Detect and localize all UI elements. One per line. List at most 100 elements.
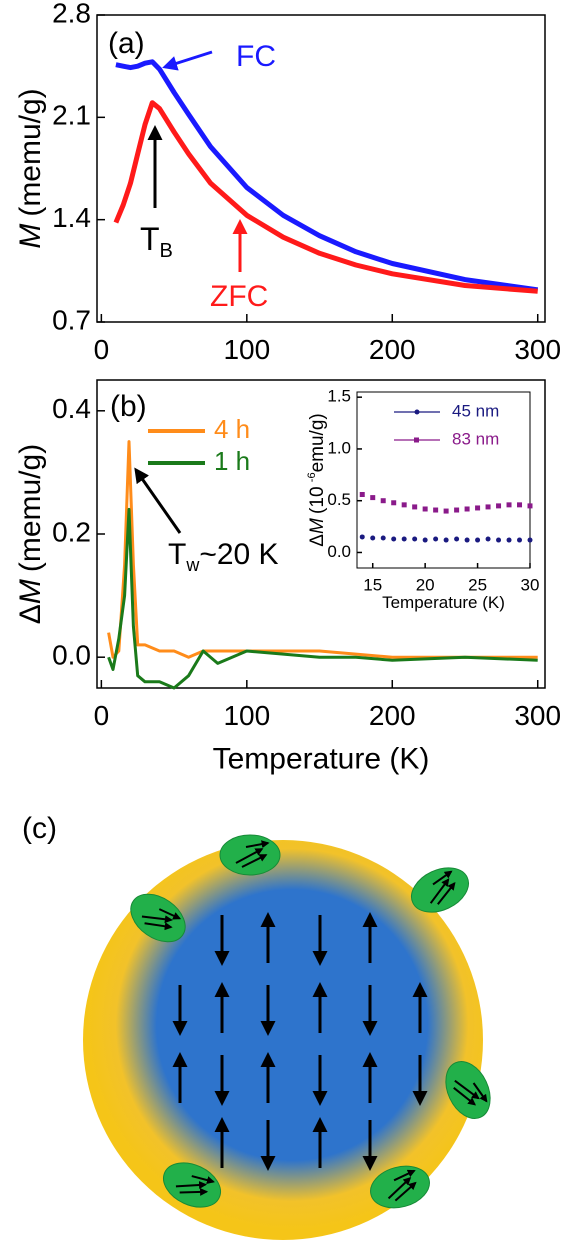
data-point xyxy=(422,537,428,543)
data-point xyxy=(496,537,502,543)
y-label-part: (memu/g) xyxy=(14,444,47,572)
data-point xyxy=(527,503,533,509)
data-point xyxy=(422,506,428,512)
surface-spin xyxy=(191,1175,215,1184)
legend-marker xyxy=(414,409,420,415)
surface-spin xyxy=(141,915,173,924)
x-tick-label: 30 xyxy=(521,575,540,594)
plot-frame xyxy=(96,14,546,323)
surface-spin-cluster xyxy=(445,1061,491,1119)
panel-label: (c) xyxy=(22,812,57,845)
y-tick-label: 2.8 xyxy=(52,0,91,28)
x-tick-label: 200 xyxy=(369,334,416,365)
data-point xyxy=(412,504,418,510)
y-tick-label: 0.2 xyxy=(52,516,91,547)
legend-marker xyxy=(414,437,419,443)
data-point xyxy=(485,536,491,542)
annotation: Tw~20 K xyxy=(168,538,279,575)
surface-spin xyxy=(432,870,453,886)
data-line xyxy=(107,440,538,659)
surface-spin xyxy=(158,908,182,920)
annotation-sub: w xyxy=(185,555,200,575)
surface-spin-cluster xyxy=(130,893,186,943)
surface-spin xyxy=(144,922,173,931)
x-tick-label: 300 xyxy=(514,334,561,365)
data-point xyxy=(454,536,460,542)
y-axis-label: M (memu/g) xyxy=(14,88,47,248)
surface-spin xyxy=(453,1087,477,1106)
surface-spin-cluster xyxy=(163,1162,221,1208)
y-axis-label: ΔM (10 -6emu/g) xyxy=(306,413,328,546)
x-tick-label: 15 xyxy=(363,575,382,594)
annotation-part: ~20 K xyxy=(199,538,278,571)
y-tick-label: 0.5 xyxy=(327,490,351,509)
arrow xyxy=(162,50,213,71)
surface-spin xyxy=(472,1082,488,1103)
surface-spin xyxy=(394,1181,417,1202)
x-tick-label: 300 xyxy=(514,700,561,731)
x-tick-label: 100 xyxy=(223,700,270,731)
data-point xyxy=(464,537,470,543)
y-tick-label: 2.1 xyxy=(52,100,91,131)
data-point xyxy=(370,535,376,541)
data-point xyxy=(433,507,439,513)
x-axis-label: Temperature (K) xyxy=(382,593,505,612)
surface-spin-cluster xyxy=(219,834,281,876)
data-point xyxy=(506,502,512,508)
y-label-part: emu/g) xyxy=(307,413,328,472)
annotation-part: T xyxy=(140,221,160,257)
data-point xyxy=(359,534,365,540)
legend-label: 83 nm xyxy=(452,429,499,448)
y-tick-label: 1.4 xyxy=(52,202,91,233)
data-point xyxy=(391,536,397,542)
y-label-part: M xyxy=(307,518,328,534)
x-tick-label: 20 xyxy=(416,575,435,594)
y-label-part: M xyxy=(14,224,47,249)
x-axis-label: Temperature (K) xyxy=(213,743,430,776)
legend-label: 4 h xyxy=(214,414,250,444)
surface-spin xyxy=(179,1187,209,1196)
data-point xyxy=(433,536,439,542)
y-label-part: (10 xyxy=(307,486,328,513)
data-line xyxy=(107,507,538,690)
surface-spin xyxy=(245,840,270,849)
data-point xyxy=(496,503,502,509)
legend-label: 1 h xyxy=(214,446,250,476)
data-point xyxy=(401,536,407,542)
data-line xyxy=(113,100,538,294)
x-tick-label: 100 xyxy=(223,334,270,365)
panel-label: (b) xyxy=(110,390,147,423)
surface-spin xyxy=(235,848,264,864)
surface-spin xyxy=(437,881,456,905)
y-tick-label: 0.7 xyxy=(52,304,91,335)
legend-label: ZFC xyxy=(210,280,268,313)
data-point xyxy=(527,537,533,543)
data-point xyxy=(359,491,365,497)
y-label-part: -6 xyxy=(306,472,318,482)
surface-spin xyxy=(387,1177,412,1200)
surface-spin xyxy=(241,854,268,868)
x-tick-label: 200 xyxy=(369,700,416,731)
y-tick-label: 1.5 xyxy=(327,387,351,406)
legend-label: FC xyxy=(236,40,276,73)
data-point xyxy=(443,508,449,514)
annotation-part: T xyxy=(168,538,186,571)
plot-frame xyxy=(356,391,531,569)
x-tick-label: 25 xyxy=(468,575,487,594)
data-point xyxy=(380,498,386,504)
y-label-part: Δ xyxy=(307,534,328,547)
y-label-part: M xyxy=(14,579,47,604)
y-label-part: Δ xyxy=(14,604,47,624)
panel-label: (a) xyxy=(108,27,145,60)
data-point xyxy=(401,502,407,508)
surface-spin xyxy=(429,878,450,904)
surface-spin-cluster xyxy=(411,867,469,913)
data-point xyxy=(412,536,418,542)
y-tick-label: 0.0 xyxy=(327,542,351,561)
arrow xyxy=(134,467,182,534)
surface-spin xyxy=(393,1169,416,1182)
data-point xyxy=(380,535,386,541)
x-tick-label: 0 xyxy=(94,334,110,365)
data-point xyxy=(475,505,481,511)
